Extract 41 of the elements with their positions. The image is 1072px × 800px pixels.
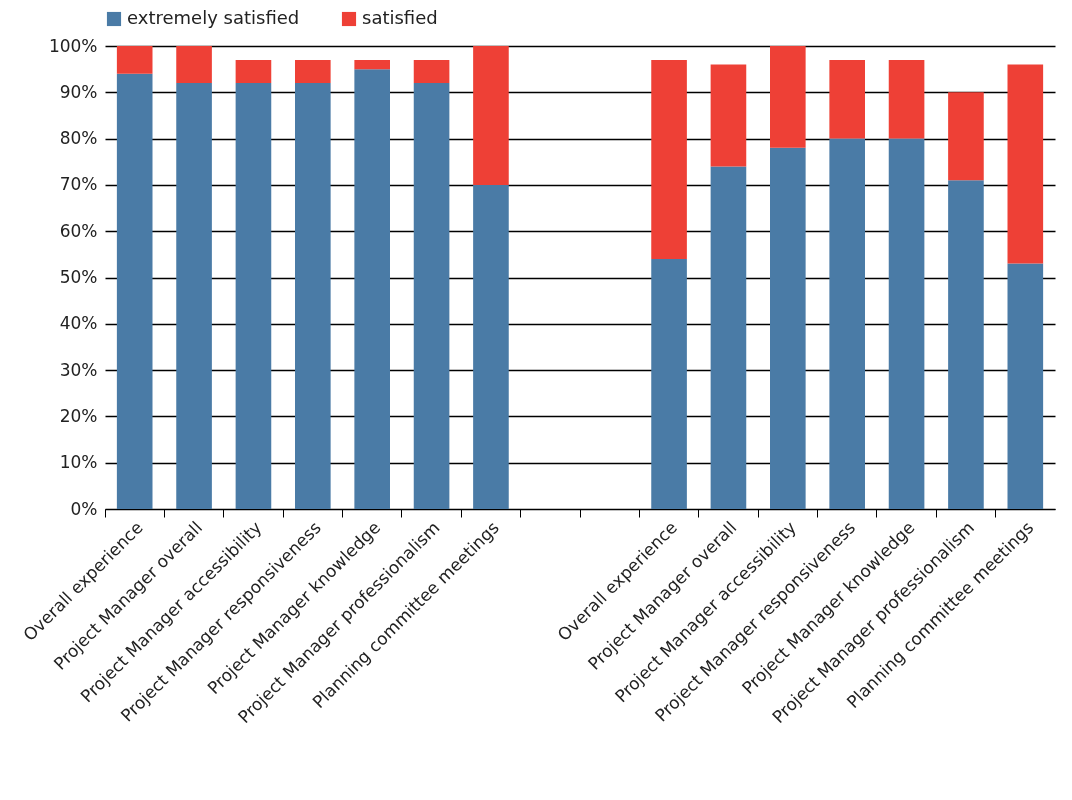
bar — [651, 258, 687, 509]
bar — [176, 83, 212, 509]
y-tick-label: 10% — [59, 452, 98, 473]
bar — [829, 59, 865, 139]
bar — [710, 64, 747, 167]
bar — [1007, 64, 1044, 264]
y-tick-label: 80% — [59, 128, 98, 149]
bar — [710, 166, 747, 509]
bar — [473, 184, 509, 509]
bar — [1007, 263, 1044, 509]
legend-label: satisfied — [362, 7, 438, 28]
legend-label: extremely satisfied — [127, 7, 300, 28]
bar — [116, 73, 153, 509]
bar — [413, 59, 450, 84]
bar — [235, 83, 272, 509]
bar — [176, 46, 212, 84]
y-tick-label: 30% — [59, 359, 98, 380]
bar — [888, 59, 925, 139]
bar — [651, 59, 687, 259]
bar — [948, 180, 984, 509]
y-tick-label: 100% — [48, 35, 98, 56]
bar — [295, 59, 331, 84]
bar — [413, 83, 450, 509]
y-tick-label: 50% — [59, 267, 98, 287]
bar — [354, 59, 390, 70]
bar — [948, 92, 984, 181]
y-tick-label: 70% — [59, 174, 98, 195]
bar — [116, 46, 153, 74]
bar — [295, 83, 331, 509]
y-tick-label: 90% — [59, 81, 98, 102]
y-tick-label: 60% — [59, 220, 98, 241]
y-tick-label: 40% — [59, 313, 98, 334]
bar — [829, 138, 865, 509]
bar — [235, 59, 272, 84]
bar — [770, 46, 806, 148]
bar — [473, 46, 509, 185]
bar — [888, 138, 925, 509]
y-tick-label: 0% — [70, 498, 98, 519]
y-tick-label: 20% — [59, 405, 98, 426]
bar — [354, 69, 390, 509]
bar — [770, 147, 806, 509]
